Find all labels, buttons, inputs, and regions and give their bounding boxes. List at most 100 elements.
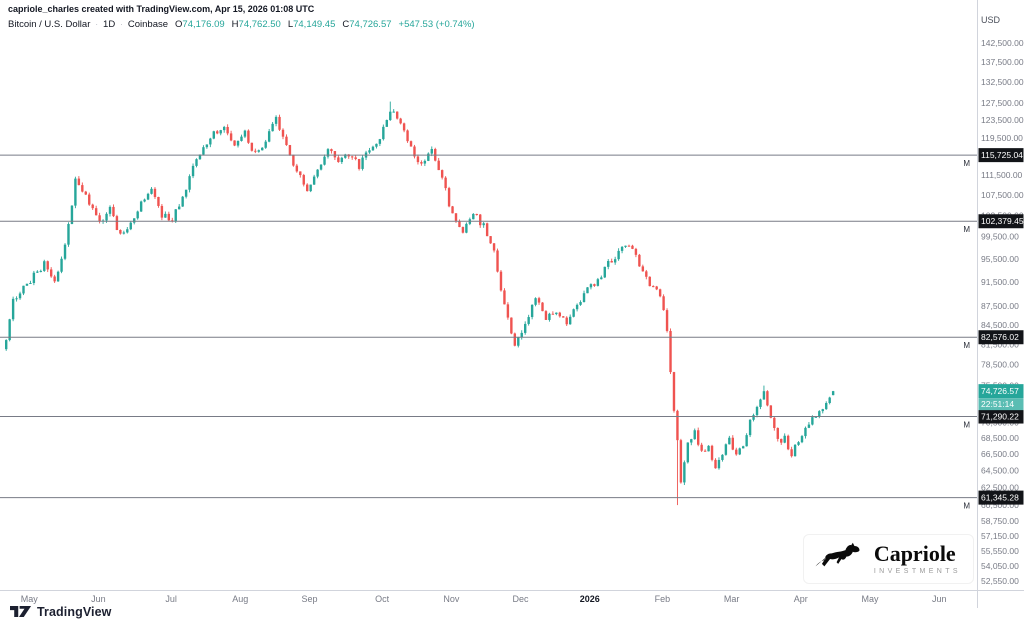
legend-separator: · [120, 20, 123, 29]
time-axis-month-label: Aug [232, 594, 248, 604]
candle-up [181, 196, 184, 207]
candle-up [724, 444, 728, 455]
price-tick-label: 55,550.00 [981, 546, 1019, 556]
candle-up [793, 444, 797, 457]
time-axis-month-label: Dec [513, 594, 530, 604]
candle-wick [351, 155, 353, 160]
candle-down [247, 130, 250, 143]
candle-wick [552, 311, 554, 315]
capriole-name: Capriole [873, 541, 956, 566]
candle-up [520, 332, 523, 338]
level-price-label-text: 71,290.22 [981, 412, 1019, 422]
candle-down [153, 188, 157, 197]
candle-up [126, 229, 129, 233]
tradingview-logo[interactable]: TradingView [10, 604, 112, 619]
candle-down [250, 142, 254, 151]
candle-up [257, 150, 260, 152]
candle-down [499, 271, 503, 291]
candle-up [596, 279, 600, 286]
candle-up [683, 462, 686, 483]
candle-up [108, 206, 112, 214]
candle-up [63, 244, 67, 259]
capriole-subtitle: INVESTMENTS [873, 568, 961, 575]
price-tick-label: 87,500.00 [981, 301, 1019, 311]
candle-up [236, 140, 240, 146]
candle-up [198, 154, 202, 160]
candle-down [489, 236, 492, 244]
candle-up [129, 222, 132, 230]
candle-down [766, 391, 769, 406]
candle-down [357, 159, 361, 169]
candle-down [475, 213, 478, 215]
interval-label[interactable]: 1D [103, 19, 116, 30]
candle-up [361, 157, 364, 169]
candle-down [672, 372, 676, 411]
candle-up [326, 149, 330, 157]
candle-up [575, 304, 579, 310]
candle-up [219, 130, 222, 134]
time-axis[interactable]: May Jun Jul Aug Sep Oct Nov Dec 2026 Feb Mar Apr May… [21, 594, 947, 604]
price-tick-label: 107,500.00 [981, 190, 1024, 200]
candle-down [46, 261, 49, 270]
candle-down [447, 188, 451, 207]
candle-wick [171, 217, 173, 223]
candle-up [745, 435, 748, 447]
candle-down [337, 157, 340, 163]
candle-down [451, 206, 454, 214]
candle-up [717, 459, 721, 469]
candle-down [537, 298, 541, 303]
countdown-label-text: 22:51:14 [981, 399, 1014, 409]
price-tick-label: 64,500.00 [981, 466, 1019, 476]
candle-up [423, 160, 427, 164]
candle-up [143, 199, 146, 202]
candle-down [354, 157, 357, 160]
candle-up [146, 193, 150, 200]
candle-down [84, 191, 87, 195]
candle-up [579, 302, 582, 305]
candle-down [485, 223, 489, 237]
level-m-marker: M [963, 159, 970, 168]
candle-up [344, 154, 347, 158]
candle-up [527, 317, 530, 324]
symbol-name[interactable]: Bitcoin / U.S. Dollar [8, 19, 91, 30]
candle-down [399, 118, 402, 124]
price-axis[interactable]: USD 142,500.00 137,500.00 132,500.00 127,500… [978, 15, 1024, 586]
candle-down [454, 213, 458, 221]
candle-up [29, 283, 32, 285]
capriole-logo: Capriole INVESTMENTS [802, 534, 974, 584]
capriole-horse-icon [815, 542, 860, 567]
candle-down [285, 136, 288, 146]
candle-down [226, 126, 229, 134]
candle-up [25, 283, 29, 286]
candle-down [513, 333, 517, 346]
candle-down [157, 196, 160, 206]
candle-down [295, 165, 299, 172]
candle-up [589, 284, 593, 288]
exchange-label[interactable]: Coinbase [127, 19, 169, 30]
candle-down [49, 269, 53, 277]
candle-up [831, 391, 835, 396]
candle-up [603, 266, 606, 278]
candle-down [679, 440, 683, 483]
candle-down [665, 310, 669, 331]
candle-up [43, 261, 46, 271]
candle-down [496, 250, 499, 272]
price-tick-label: 99,500.00 [981, 232, 1019, 242]
candle-down [641, 266, 645, 272]
candle-down [413, 146, 416, 157]
price-tick-label: 68,500.00 [981, 433, 1019, 443]
candle-up [534, 298, 537, 305]
price-tick-label: 60,500.00 [981, 500, 1019, 510]
candle-up [548, 313, 551, 320]
price-tick-label: 57,150.00 [981, 531, 1019, 541]
level-price-label [978, 214, 1024, 229]
candle-down [593, 284, 596, 286]
candle-up [122, 232, 126, 234]
candle-down [790, 449, 793, 457]
candle-up [427, 153, 430, 161]
candle-up [264, 141, 267, 148]
candle-up [340, 157, 344, 163]
candle-up [821, 409, 824, 412]
